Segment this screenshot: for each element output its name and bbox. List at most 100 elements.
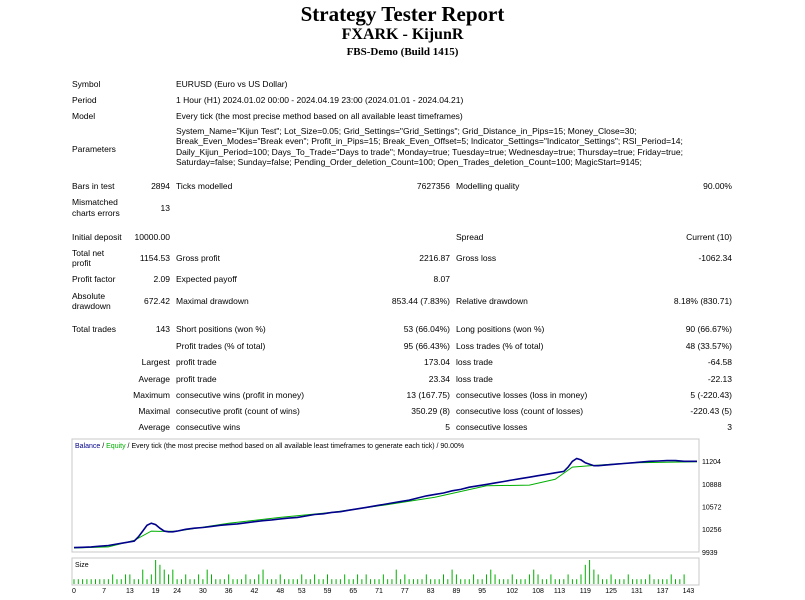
deposit-value: 10000.00 bbox=[134, 232, 170, 242]
y-tick-label: 9939 bbox=[702, 550, 718, 557]
profittrades-label: Profit trades (% of total) bbox=[176, 341, 266, 351]
trades-label: Total trades bbox=[72, 324, 116, 334]
x-tick-label: 30 bbox=[199, 588, 207, 595]
maxconswins-label: consecutive wins (profit in money) bbox=[176, 390, 305, 400]
losstrades-value: 48 (33.57%) bbox=[685, 341, 732, 351]
payoff-label: Expected payoff bbox=[176, 274, 237, 284]
average-label: Average bbox=[138, 374, 170, 384]
maxconsloss-value: 5 (-220.43) bbox=[690, 390, 732, 400]
maxconsloss-label: consecutive losses (loss in money) bbox=[456, 390, 588, 400]
x-tick-label: 42 bbox=[251, 588, 259, 595]
y-tick-label: 10256 bbox=[702, 527, 722, 534]
largest-loss-label: loss trade bbox=[456, 357, 493, 367]
maximalprofit-value: 350.29 (8) bbox=[411, 406, 450, 416]
x-tick-label: 0 bbox=[72, 588, 76, 595]
largest-profit-label: profit trade bbox=[176, 357, 217, 367]
x-tick-label: 125 bbox=[605, 588, 617, 595]
pf-value: 2.09 bbox=[153, 274, 170, 284]
spread-label: Spread bbox=[456, 232, 484, 242]
quality-value: 90.00% bbox=[703, 181, 732, 191]
legend-equity: Equity bbox=[106, 443, 126, 450]
parameters-label: Parameters bbox=[72, 144, 116, 154]
legend-balance: Balance bbox=[75, 443, 100, 450]
equity-line bbox=[73, 461, 698, 549]
maximalloss-label: consecutive loss (count of losses) bbox=[456, 406, 584, 416]
mismatched-value: 13 bbox=[160, 203, 170, 213]
largest-loss-value: -64.58 bbox=[707, 357, 732, 367]
x-tick-label: 77 bbox=[401, 588, 409, 595]
x-tick-label: 108 bbox=[532, 588, 544, 595]
y-tick-label: 10888 bbox=[702, 482, 722, 489]
x-tick-label: 95 bbox=[478, 588, 486, 595]
largest-label: Largest bbox=[141, 357, 170, 367]
avgwins-label: consecutive wins bbox=[176, 422, 241, 432]
x-tick-label: 65 bbox=[349, 588, 357, 595]
mismatched-label-2: charts errors bbox=[72, 208, 120, 218]
x-tick-label: 59 bbox=[324, 588, 332, 595]
absdd-label-2: drawdown bbox=[72, 301, 111, 311]
parameters-value: System_Name="Kijun Test"; Lot_Size=0.05;… bbox=[176, 126, 683, 167]
maxconswins-value: 13 (167.75) bbox=[406, 390, 450, 400]
x-tick-label: 83 bbox=[427, 588, 435, 595]
quality-label: Modelling quality bbox=[456, 181, 520, 191]
ticks-value: 7627356 bbox=[416, 181, 450, 191]
grossprofit-value: 2216.87 bbox=[419, 253, 450, 263]
netprofit-label-1: Total net bbox=[72, 248, 105, 258]
size-frame bbox=[71, 557, 700, 586]
losstrades-label: Loss trades (% of total) bbox=[456, 341, 544, 351]
deposit-label: Initial deposit bbox=[72, 232, 122, 242]
report-server: FBS-Demo (Build 1415) bbox=[346, 46, 459, 58]
x-tick-label: 119 bbox=[580, 588, 591, 595]
model-value: Every tick (the most precise method base… bbox=[176, 111, 463, 121]
x-tick-label: 48 bbox=[276, 588, 284, 595]
maximalloss-value: -220.43 (5) bbox=[690, 406, 732, 416]
profittrades-value: 95 (66.43%) bbox=[403, 341, 450, 351]
bars-label: Bars in test bbox=[72, 181, 115, 191]
short-value: 53 (66.04%) bbox=[403, 324, 450, 334]
grossloss-label: Gross loss bbox=[456, 253, 497, 263]
x-tick-label: 24 bbox=[173, 588, 181, 595]
symbol-value: EURUSD (Euro vs US Dollar) bbox=[176, 79, 288, 89]
average2-label: Average bbox=[138, 422, 170, 432]
x-tick-label: 89 bbox=[452, 588, 460, 595]
grossloss-value: -1062.34 bbox=[698, 253, 732, 263]
spread-value: Current (10) bbox=[686, 232, 732, 242]
short-label: Short positions (won %) bbox=[176, 324, 266, 334]
x-tick-label: 143 bbox=[683, 588, 695, 595]
reldd-value: 8.18% (830.71) bbox=[673, 296, 732, 306]
bars-value: 2894 bbox=[151, 181, 170, 191]
x-tick-label: 13 bbox=[126, 588, 134, 595]
average-loss-value: -22.13 bbox=[707, 374, 732, 384]
maxdd-value: 853.44 (7.83%) bbox=[391, 296, 450, 306]
ticks-label: Ticks modelled bbox=[176, 181, 233, 191]
legend-text: Balance / Equity / Every tick (the most … bbox=[75, 443, 464, 450]
netprofit-label-2: profit bbox=[72, 258, 91, 268]
x-tick-label: 36 bbox=[225, 588, 233, 595]
x-tick-label: 7 bbox=[102, 588, 106, 595]
balance-line bbox=[73, 457, 697, 549]
long-value: 90 (66.67%) bbox=[685, 324, 732, 334]
maximum-label: Maximum bbox=[133, 390, 170, 400]
average-loss-label: loss trade bbox=[456, 374, 493, 384]
netprofit-value: 1154.53 bbox=[139, 253, 170, 263]
average-profit-value: 23.34 bbox=[428, 374, 450, 384]
chart-frame bbox=[71, 438, 700, 553]
maxdd-label: Maximal drawdown bbox=[176, 296, 249, 306]
absdd-value: 672.42 bbox=[144, 296, 170, 306]
legend-rest: / Every tick (the most precise method ba… bbox=[126, 443, 465, 450]
payoff-value: 8.07 bbox=[433, 274, 450, 284]
absdd-label-1: Absolute bbox=[72, 291, 106, 301]
report-title: Strategy Tester Report bbox=[300, 2, 505, 26]
grossprofit-label: Gross profit bbox=[176, 253, 220, 263]
y-tick-label: 11204 bbox=[702, 459, 721, 466]
x-tick-label: 19 bbox=[152, 588, 160, 595]
x-tick-label: 53 bbox=[298, 588, 306, 595]
period-value: 1 Hour (H1) 2024.01.02 00:00 - 2024.04.1… bbox=[176, 95, 464, 105]
symbol-label: Symbol bbox=[72, 79, 101, 89]
pf-label: Profit factor bbox=[72, 274, 116, 284]
x-tick-label: 137 bbox=[657, 588, 669, 595]
avgwins-value: 5 bbox=[445, 422, 450, 432]
avglosses-label: consecutive losses bbox=[456, 422, 528, 432]
maximalprofit-label: consecutive profit (count of wins) bbox=[176, 406, 300, 416]
maximal-label: Maximal bbox=[138, 406, 170, 416]
